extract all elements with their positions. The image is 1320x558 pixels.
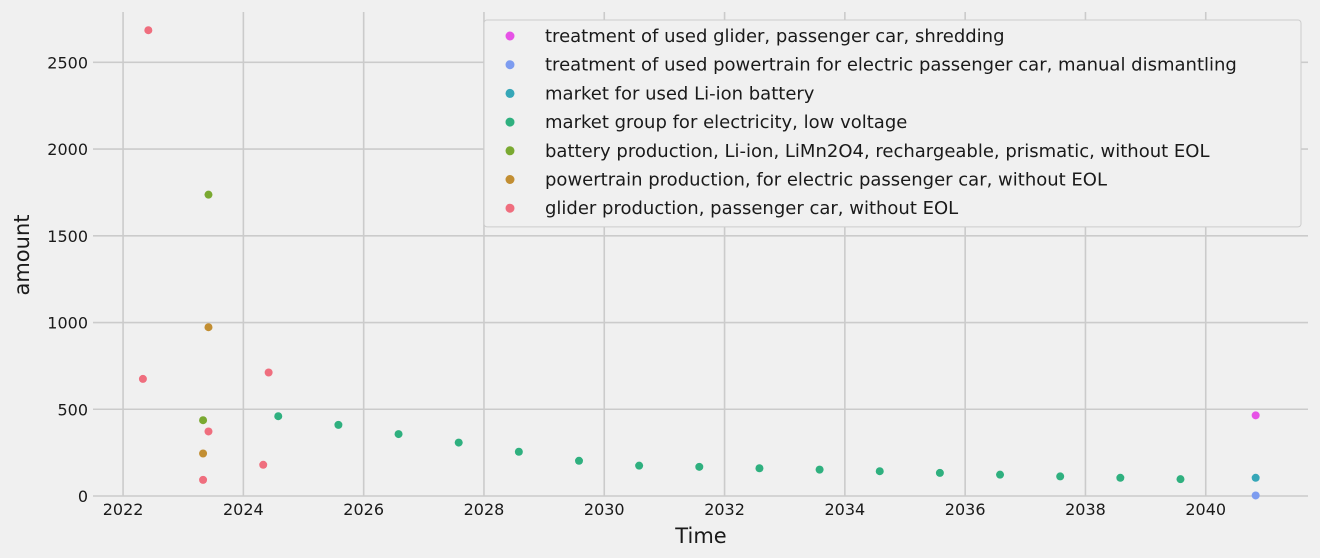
y-tick-label: 500	[57, 400, 88, 419]
data-point	[259, 460, 268, 469]
x-tick-label: 2024	[223, 500, 264, 519]
data-point	[1176, 475, 1185, 484]
data-point	[1251, 491, 1260, 500]
data-point	[454, 438, 463, 447]
legend-box	[483, 19, 1302, 228]
data-point	[514, 447, 523, 456]
legend-marker	[505, 175, 515, 184]
data-point	[755, 464, 764, 473]
data-point	[1251, 411, 1260, 420]
data-point	[138, 374, 147, 383]
legend-label: glider production, passenger car, withou…	[545, 198, 958, 219]
data-point	[996, 470, 1005, 479]
data-point	[199, 416, 208, 425]
data-points	[138, 26, 1260, 500]
data-point	[199, 449, 208, 458]
x-tick-label: 2030	[584, 500, 625, 519]
y-tick-label: 2500	[47, 53, 88, 72]
data-point	[334, 420, 343, 429]
legend-marker	[505, 146, 515, 156]
data-point	[815, 465, 824, 474]
legend-marker	[505, 88, 515, 98]
legend-label: market for used Li-ion battery	[545, 83, 815, 104]
y-tick-label: 1000	[47, 314, 88, 333]
legend-label: powertrain production, for electric pass…	[545, 170, 1107, 191]
x-tick-labels: 2022 2024 2026 2028 2030 2032 2034 2036 2038 2040	[103, 500, 1226, 519]
x-tick-label: 2026	[343, 500, 384, 519]
data-point	[204, 323, 213, 332]
data-point	[1251, 473, 1260, 482]
legend-marker	[505, 31, 515, 41]
data-point	[635, 461, 644, 470]
legend-marker	[505, 203, 515, 213]
x-tick-label: 2034	[824, 500, 865, 519]
data-point	[875, 467, 884, 476]
data-point	[274, 412, 283, 421]
x-tick-label: 2032	[704, 500, 745, 519]
legend-label: treatment of used glider, passenger car,…	[545, 26, 1005, 47]
x-tick-label: 2038	[1065, 500, 1106, 519]
y-tick-labels: 0 500 1000 1500 2000 2500	[47, 53, 88, 506]
legend-label: market group for electricity, low voltag…	[545, 112, 907, 133]
data-point	[1056, 472, 1065, 481]
data-point	[204, 190, 213, 199]
x-tick-label: 2036	[945, 500, 986, 519]
y-axis-label: amount	[10, 214, 34, 295]
x-axis-label: Time	[674, 524, 726, 548]
data-point	[575, 456, 583, 465]
x-tick-label: 2028	[464, 500, 505, 519]
data-point	[144, 26, 153, 35]
data-point	[1116, 473, 1125, 482]
data-point	[695, 462, 704, 471]
data-point	[264, 368, 273, 377]
legend: treatment of used glider, passenger car,…	[483, 19, 1302, 228]
x-tick-label: 2022	[103, 500, 144, 519]
y-tick-label: 0	[78, 487, 88, 506]
legend-label: treatment of used powertrain for electri…	[545, 55, 1237, 76]
y-tick-label: 2000	[47, 140, 88, 159]
data-point	[394, 430, 403, 439]
data-point	[935, 468, 944, 477]
legend-label: battery production, Li-ion, LiMn2O4, rec…	[545, 141, 1210, 162]
legend-marker	[505, 117, 515, 127]
data-point	[199, 475, 208, 484]
x-tick-label: 2040	[1185, 500, 1226, 519]
data-point	[204, 427, 213, 436]
y-tick-label: 1500	[47, 227, 88, 246]
legend-marker	[505, 60, 515, 70]
